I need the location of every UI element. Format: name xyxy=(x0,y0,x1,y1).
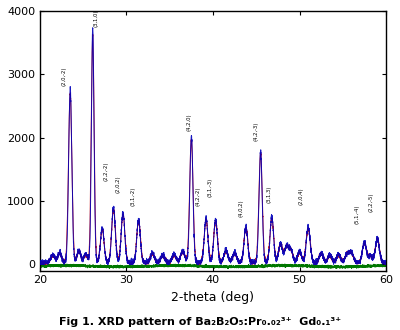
Text: Fig 1. XRD pattern of Ba₂B₂O₅:Pr₀.₀₂³⁺  Gd₀.₁³⁺: Fig 1. XRD pattern of Ba₂B₂O₅:Pr₀.₀₂³⁺ G… xyxy=(59,317,341,327)
X-axis label: 2-theta (deg): 2-theta (deg) xyxy=(172,291,254,304)
Text: (2,0,-2): (2,0,-2) xyxy=(62,66,67,86)
Text: (4,2,-2): (4,2,-2) xyxy=(196,186,201,206)
Text: (2,0,2): (2,0,2) xyxy=(115,176,120,193)
Text: (4,2,0): (4,2,0) xyxy=(186,114,191,131)
Text: (2,0,4): (2,0,4) xyxy=(299,187,304,205)
Text: (2,2,-2): (2,2,-2) xyxy=(103,161,108,181)
Text: (5,1,-4): (5,1,-4) xyxy=(354,204,359,224)
Text: (3,1,-2): (3,1,-2) xyxy=(130,187,135,206)
Text: (3,1,-3): (3,1,-3) xyxy=(207,178,212,197)
Text: (4,2,-3): (4,2,-3) xyxy=(254,121,259,141)
Text: (2,2,-5): (2,2,-5) xyxy=(369,193,374,212)
Text: (3,1,0): (3,1,0) xyxy=(94,9,99,27)
Text: (4,0,2): (4,0,2) xyxy=(238,200,243,217)
Text: (3,1,3): (3,1,3) xyxy=(267,185,272,203)
